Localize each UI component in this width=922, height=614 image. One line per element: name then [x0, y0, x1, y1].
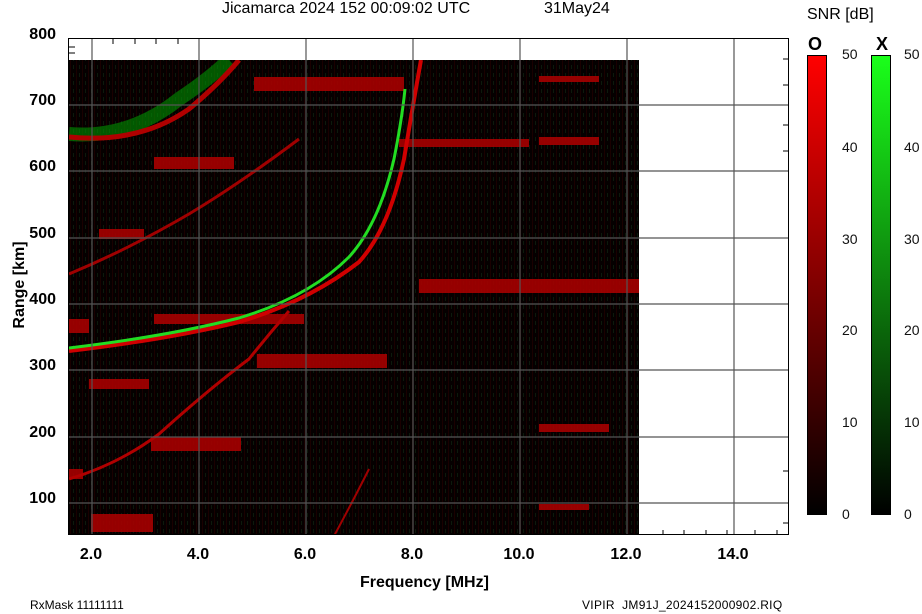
x-tick-12: 12.0 [610, 546, 642, 563]
o-mode-label: O [808, 34, 823, 54]
y-tick-400: 400 [29, 291, 56, 308]
rx-mask: RxMask 11111111 [30, 598, 124, 612]
x-tick-40: 40 [904, 139, 920, 155]
o-tick-10: 10 [842, 414, 858, 430]
o-tick-30: 30 [842, 231, 858, 247]
o-tick-0: 0 [842, 506, 850, 522]
o-tick-40: 40 [842, 139, 858, 155]
ionogram-plot [68, 38, 789, 535]
o-tick-50: 50 [842, 46, 858, 62]
x-tick-10: 10 [904, 414, 920, 430]
x-tick-14: 14.0 [717, 546, 749, 563]
x-tick-8: 8.0 [400, 546, 424, 563]
y-tick-800: 800 [29, 26, 56, 43]
y-tick-200: 200 [29, 424, 56, 441]
x-mode-label: X [876, 34, 889, 54]
y-tick-500: 500 [29, 225, 56, 242]
x-tick-10: 10.0 [503, 546, 535, 563]
x-axis-label: Frequency [MHz] [360, 574, 489, 591]
x-tick-6: 6.0 [293, 546, 317, 563]
x-mode-colorbar [871, 55, 891, 515]
x-tick-0: 0 [904, 506, 912, 522]
plot-title: Jicamarca 2024 152 00:09:02 UTC [222, 0, 471, 17]
x-tick-20: 20 [904, 322, 920, 338]
colorbar-title: SNR [dB] [807, 6, 874, 23]
x-tick-2: 2.0 [79, 546, 103, 563]
y-tick-100: 100 [29, 490, 56, 507]
o-tick-20: 20 [842, 322, 858, 338]
y-tick-600: 600 [29, 158, 56, 175]
x-tick-30: 30 [904, 231, 920, 247]
ionogram-canvas [69, 39, 788, 534]
file-name: VIPIR JM91J_2024152000902.RIQ [582, 598, 783, 612]
y-tick-300: 300 [29, 357, 56, 374]
y-axis-label: Range [km] [11, 241, 28, 329]
x-tick-50: 50 [904, 46, 920, 62]
x-tick-4: 4.0 [186, 546, 210, 563]
o-mode-colorbar [807, 55, 827, 515]
y-tick-700: 700 [29, 92, 56, 109]
plot-date: 31May24 [544, 0, 610, 17]
